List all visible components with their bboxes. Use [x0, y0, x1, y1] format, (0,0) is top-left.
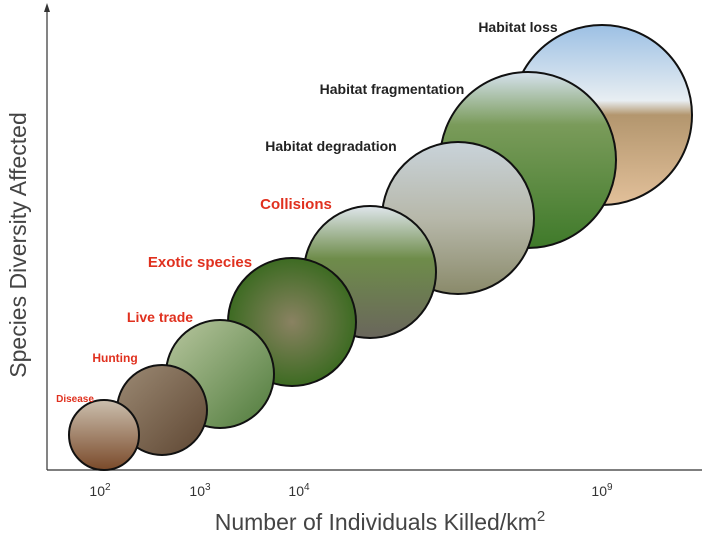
threat-label: Disease — [56, 394, 94, 405]
threat-circles — [68, 24, 693, 471]
x-tick-label: 102 — [89, 482, 111, 499]
x-axis-title: Number of Individuals Killed/km2 — [215, 508, 545, 535]
threat-label: Habitat loss — [478, 19, 558, 35]
threat-label: Hunting — [92, 351, 137, 365]
threat-label: Habitat degradation — [265, 138, 396, 154]
threat-label: Live trade — [127, 309, 193, 325]
photo-disease — [68, 399, 140, 471]
y-axis-arrow — [44, 3, 50, 12]
threat-label: Exotic species — [148, 254, 252, 271]
threat-label: Habitat fragmentation — [320, 81, 465, 97]
x-tick-label: 104 — [288, 482, 310, 499]
x-tick-label: 103 — [189, 482, 211, 499]
y-axis-title: Species Diversity Affected — [5, 112, 31, 377]
threat-label: Collisions — [260, 196, 332, 213]
x-tick-label: 109 — [591, 482, 613, 499]
